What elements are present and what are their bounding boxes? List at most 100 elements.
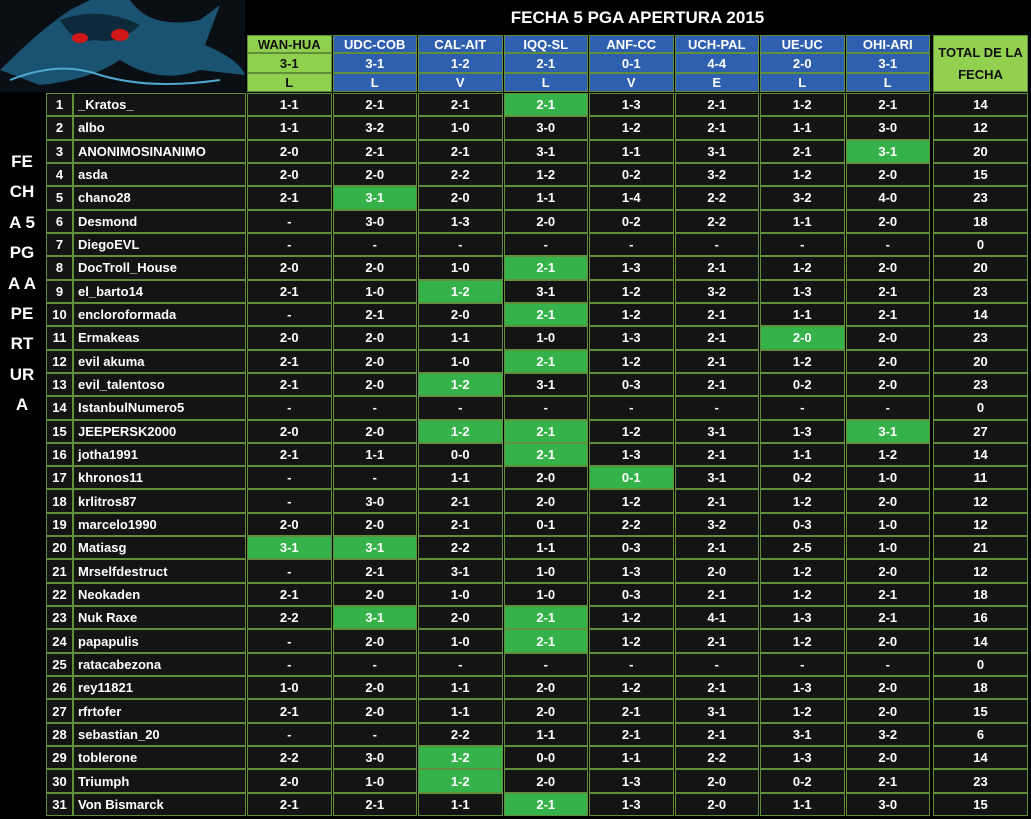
pick: 2-0 (845, 326, 930, 350)
pick: - (503, 652, 588, 677)
rank: 12 (46, 349, 73, 373)
pick: 2-1 (845, 769, 930, 793)
pick: - (247, 722, 332, 747)
pick: 2-1 (845, 582, 930, 607)
pick: 2-1 (332, 302, 417, 327)
pick: 0-1 (503, 512, 588, 537)
pick: 0-0 (418, 442, 503, 467)
pick: 2-1 (845, 279, 930, 303)
total: 18 (933, 676, 1028, 700)
match-result: 2-0 (760, 53, 845, 73)
player-name: JEEPERSK2000 (73, 419, 246, 443)
rank: 27 (46, 699, 73, 723)
rank: 9 (46, 279, 73, 303)
pick: 2-1 (674, 302, 759, 327)
pick: 3-0 (332, 746, 417, 770)
pick: 2-1 (332, 139, 417, 163)
pick: 2-0 (503, 489, 588, 513)
pick: 1-0 (503, 559, 588, 583)
total: 14 (933, 93, 1028, 117)
total: 21 (933, 536, 1028, 560)
pick: 0-2 (760, 372, 845, 397)
pick: - (332, 396, 417, 420)
pick: 2-1 (845, 93, 930, 117)
pick: 2-1 (247, 186, 332, 210)
pick: 2-0 (674, 559, 759, 583)
player-name: sebastian_20 (73, 722, 246, 747)
pick: 2-1 (674, 116, 759, 140)
pick: 0-0 (503, 746, 588, 770)
pick: 2-1 (674, 372, 759, 397)
pick: - (760, 652, 845, 677)
pick: 1-2 (589, 629, 674, 653)
pick: 2-1 (674, 582, 759, 607)
match-outcome: L (247, 73, 332, 92)
player-name: rey11821 (73, 676, 246, 700)
total: 0 (933, 652, 1028, 677)
pick: 0-2 (760, 769, 845, 793)
total: 12 (933, 489, 1028, 513)
pick: 2-1 (845, 302, 930, 327)
pick: 1-3 (589, 93, 674, 117)
match-result: 2-1 (503, 53, 588, 73)
pick: - (418, 232, 503, 257)
pick: 2-1 (674, 722, 759, 747)
pick: 2-0 (503, 699, 588, 723)
pick: 1-0 (418, 629, 503, 653)
pick: 1-3 (589, 792, 674, 816)
pick: 2-2 (674, 186, 759, 210)
pick: 2-0 (845, 559, 930, 583)
pick: 3-1 (247, 536, 332, 560)
pick: 2-1 (247, 279, 332, 303)
pick: 3-1 (503, 279, 588, 303)
pick: 1-0 (418, 116, 503, 140)
pick: 1-0 (845, 512, 930, 537)
pick: 2-0 (247, 326, 332, 350)
pick: 2-0 (845, 699, 930, 723)
pick: 3-1 (418, 559, 503, 583)
pick: 2-0 (247, 139, 332, 163)
player-name: ANONIMOSINANIMO (73, 139, 246, 163)
pick: 2-2 (247, 606, 332, 630)
pick: 1-3 (418, 209, 503, 233)
pick: 1-1 (418, 792, 503, 816)
total: 20 (933, 349, 1028, 373)
pick: 2-1 (589, 722, 674, 747)
rank: 13 (46, 372, 73, 397)
player-name: Neokaden (73, 582, 246, 607)
pick: 3-2 (760, 186, 845, 210)
pick: 1-3 (760, 676, 845, 700)
pick: 2-0 (332, 582, 417, 607)
pick: 2-0 (332, 372, 417, 397)
pick: 2-1 (674, 326, 759, 350)
pick: 3-1 (332, 536, 417, 560)
pick: 2-1 (503, 419, 588, 443)
pick: 1-2 (760, 256, 845, 280)
match-outcome: L (845, 73, 930, 92)
pick: 3-1 (674, 699, 759, 723)
pick: 0-3 (760, 512, 845, 537)
pick: - (845, 232, 930, 257)
pick: 2-0 (845, 209, 930, 233)
pick: 1-0 (418, 349, 503, 373)
rank: 23 (46, 606, 73, 630)
pick: 1-0 (503, 326, 588, 350)
pick: - (418, 652, 503, 677)
pick: 1-2 (589, 419, 674, 443)
pick: - (247, 209, 332, 233)
title: FECHA 5 PGA APERTURA 2015 (510, 8, 765, 27)
pick: 0-2 (589, 209, 674, 233)
pick: 3-1 (845, 139, 930, 163)
player-name: ratacabezona (73, 652, 246, 677)
pick: - (247, 559, 332, 583)
pick: 2-1 (332, 792, 417, 816)
pick: 1-3 (589, 442, 674, 467)
total: 14 (933, 746, 1028, 770)
player-name: asda (73, 162, 246, 187)
total: 27 (933, 419, 1028, 443)
pick: - (760, 232, 845, 257)
pick: 2-0 (247, 512, 332, 537)
pick: 2-0 (332, 349, 417, 373)
pick: 2-1 (247, 792, 332, 816)
